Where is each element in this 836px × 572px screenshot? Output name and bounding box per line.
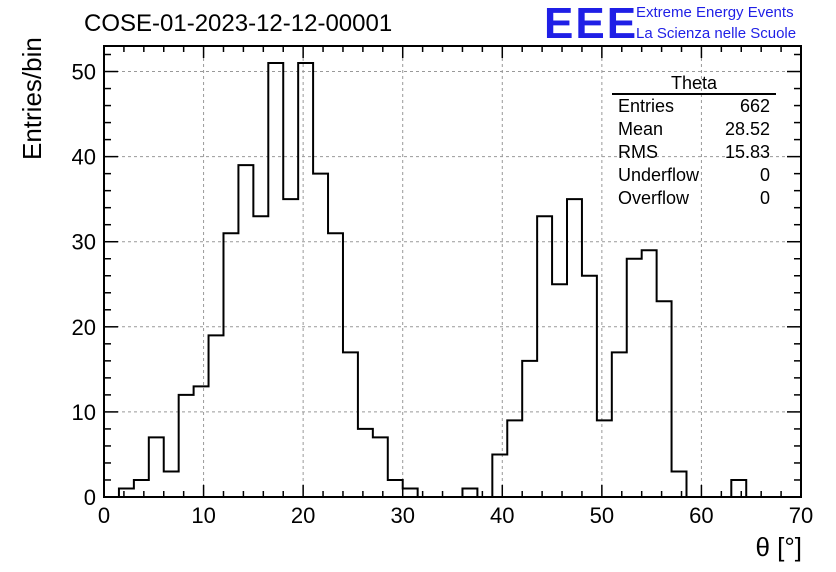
- stats-value: 28.52: [724, 119, 770, 139]
- histogram-bin: [358, 429, 373, 497]
- stats-label: Mean: [618, 119, 664, 139]
- histogram-bin: [567, 199, 582, 497]
- stats-title: Theta: [612, 74, 776, 95]
- histogram-bin: [134, 480, 149, 497]
- stats-label: Underflow: [618, 165, 700, 185]
- histogram-bin: [373, 437, 388, 497]
- y-tick-label: 40: [72, 145, 96, 170]
- histogram-bin: [313, 174, 328, 497]
- stats-label: Entries: [618, 96, 675, 116]
- x-tick-label: 0: [98, 503, 110, 528]
- y-tick-label: 20: [72, 315, 96, 340]
- stats-value: 0: [759, 188, 770, 208]
- histogram-bin: [642, 250, 657, 497]
- y-axis-label: Entries/bin: [17, 37, 47, 160]
- histogram-bin: [223, 233, 238, 497]
- stats-value: 0: [759, 165, 770, 185]
- x-tick-label: 50: [590, 503, 614, 528]
- plot-frame: [103, 45, 802, 498]
- stats-row-overflow: Overflow 0: [612, 187, 776, 210]
- y-tick-label: 0: [84, 485, 96, 510]
- histogram-bin: [268, 63, 283, 497]
- histogram-bin: [462, 488, 477, 497]
- histogram-bin: [388, 480, 403, 497]
- histogram-bin: [492, 454, 507, 497]
- y-tick-label: 10: [72, 400, 96, 425]
- stats-row-underflow: Underflow 0: [612, 164, 776, 187]
- x-tick-label: 10: [191, 503, 215, 528]
- histogram-bin: [507, 420, 522, 497]
- stats-box: Theta Entries 662 Mean 28.52 RMS 15.83 U…: [612, 74, 776, 210]
- histogram-bin: [672, 471, 687, 497]
- histogram-bin: [238, 165, 253, 497]
- histogram-bin: [731, 480, 746, 497]
- x-tick-label: 70: [789, 503, 813, 528]
- brand-line-1: Extreme Energy Events: [636, 4, 794, 21]
- stats-row-rms: RMS 15.83: [612, 141, 776, 164]
- axis-ticks: 0 10 20 30 40 50 60 70 0 10 20 30 40 50: [72, 46, 813, 528]
- x-tick-label: 60: [689, 503, 713, 528]
- histogram-bin: [597, 420, 612, 497]
- histogram-bin: [627, 259, 642, 497]
- histogram-bin: [582, 276, 597, 497]
- stats-row-mean: Mean 28.52: [612, 118, 776, 141]
- histogram-bin: [657, 301, 672, 497]
- histogram-bin: [328, 233, 343, 497]
- x-tick-label: 20: [291, 503, 315, 528]
- histogram-bin: [149, 437, 164, 497]
- histogram-bin: [298, 63, 313, 497]
- histogram-bin: [403, 488, 418, 497]
- histogram-bin: [164, 471, 179, 497]
- stats-value: 15.83: [724, 142, 770, 162]
- chart-title: COSE-01-2023-12-12-00001: [84, 10, 393, 37]
- x-tick-label: 30: [390, 503, 414, 528]
- histogram-bin: [537, 216, 552, 497]
- histogram-bin: [552, 284, 567, 497]
- axes-frame: [103, 45, 802, 498]
- y-tick-label: 50: [72, 60, 96, 85]
- histogram-bars: [117, 62, 748, 498]
- histogram-bin: [194, 386, 209, 497]
- histogram-bin: [119, 488, 134, 497]
- histogram-bin: [283, 199, 298, 497]
- eee-logo: EEE: [544, 0, 639, 48]
- histogram-bin: [612, 352, 627, 497]
- histogram-bin: [179, 395, 194, 497]
- stats-label: Overflow: [618, 188, 690, 208]
- histogram-bin: [343, 352, 358, 497]
- stats-row-entries: Entries 662: [612, 95, 776, 118]
- stats-label: RMS: [618, 142, 658, 162]
- stats-value: 662: [739, 96, 770, 116]
- histogram-bin: [209, 335, 224, 497]
- x-axis-label: θ [°]: [755, 532, 802, 562]
- x-tick-label: 40: [490, 503, 514, 528]
- brand-line-2: La Scienza nelle Scuole: [636, 25, 797, 42]
- histogram-bin: [253, 216, 268, 497]
- histogram-outline: [117, 62, 748, 498]
- histogram-bin: [522, 361, 537, 497]
- grid-lines: [104, 46, 801, 497]
- y-tick-label: 30: [72, 230, 96, 255]
